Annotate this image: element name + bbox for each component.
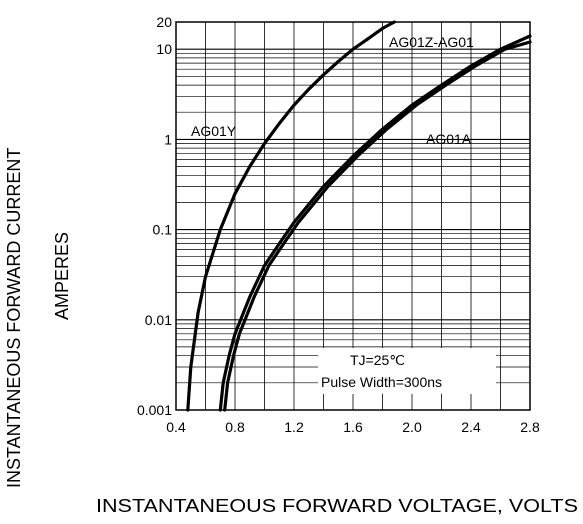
series-line-ag01y [186,20,396,412]
conditions-box-bg [318,348,496,394]
x-tick-label: 2.8 [520,419,540,435]
y-tick-label: 0.1 [153,222,173,238]
x-axis-label: INSTANTANEOUS FORWARD VOLTAGE, VOLTS [96,496,578,516]
x-tick-label: 1.6 [343,419,363,435]
y-tick-label: 20 [156,14,172,30]
curves [186,20,532,412]
y-tick-labels: 0.001 0.01 0.1 1 10 20 [137,14,172,418]
series-line-ag01z-ag01 [218,34,532,412]
x-tick-labels: 0.4 0.8 1.2 1.6 2.0 2.4 2.8 [166,419,540,435]
label-ag01y: AG01Y [191,123,237,139]
x-tick-label: 0.4 [166,419,186,435]
y-tick-label: 1 [164,131,172,147]
y-tick-label: 0.01 [145,312,172,328]
plot-frame [175,21,531,411]
temperature-note: TJ=25℃ [350,352,405,368]
x-tick-label: 0.8 [225,419,245,435]
y-tick-label: 0.001 [137,402,172,418]
x-tick-label: 2.4 [461,419,481,435]
x-tick-label: 1.2 [284,419,304,435]
label-ag01a: AG01A [426,131,472,147]
y-tick-label: 10 [156,41,172,57]
y-axis-label-units: AMPERES [52,232,72,320]
series-line-ag01a [223,40,532,412]
x-tick-label: 2.0 [402,419,422,435]
pulse-width-note: Pulse Width=300ns [321,374,442,390]
label-ag01z-ag01: AG01Z-AG01 [389,34,474,50]
y-axis-label: INSTANTANEOUS FORWARD CURRENT [4,148,24,488]
